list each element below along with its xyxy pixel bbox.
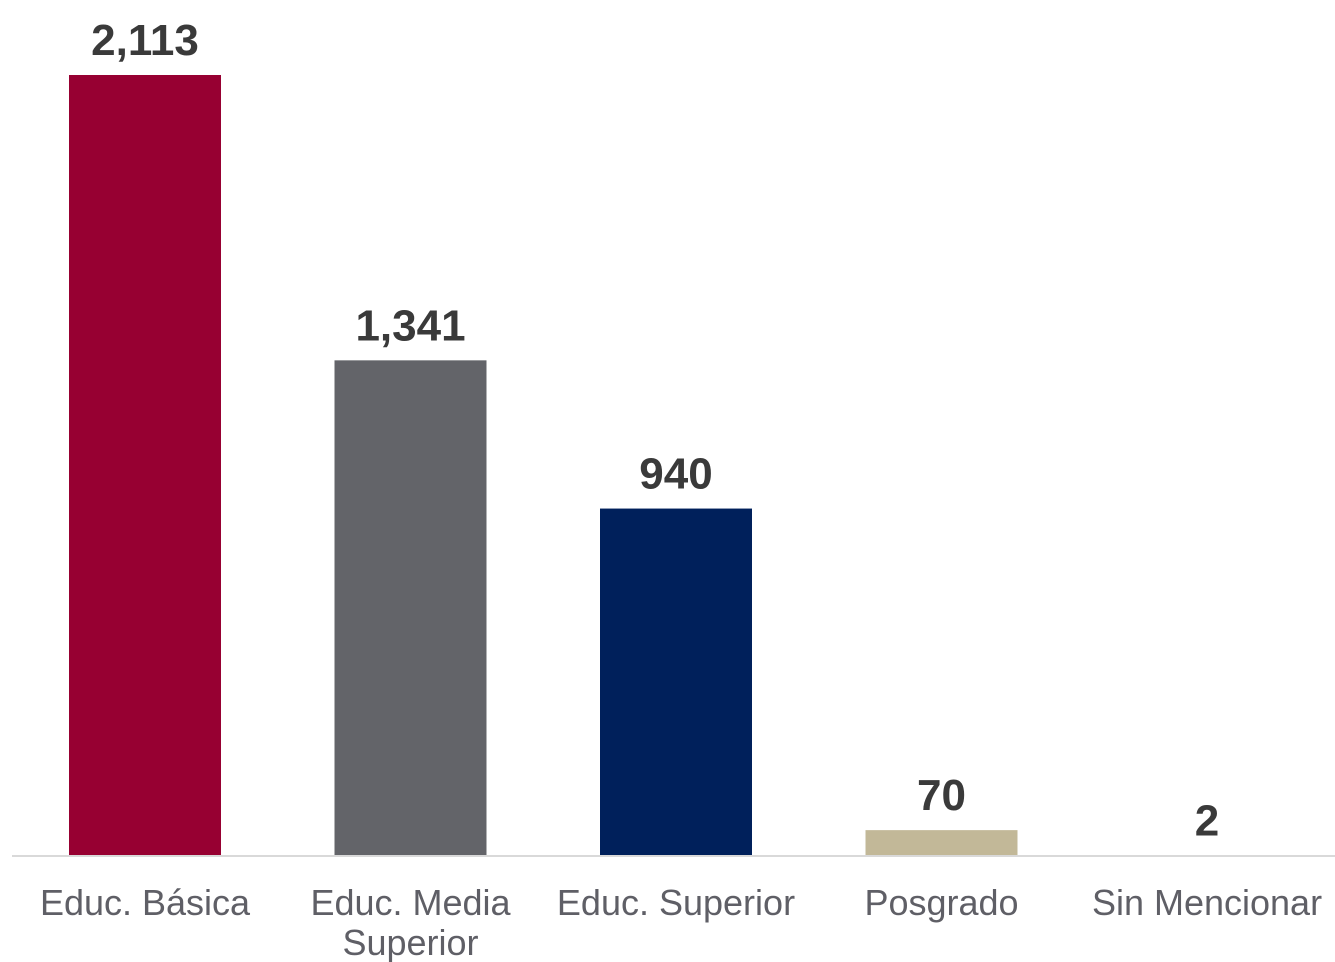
category-label: Educ. Superior	[557, 882, 795, 923]
category-label: Educ. Básica	[40, 882, 251, 923]
bar-value-label: 940	[639, 450, 712, 499]
bar	[69, 75, 221, 856]
category-label: Posgrado	[864, 882, 1018, 923]
bars-group	[69, 75, 1283, 856]
bar-value-label: 2,113	[91, 16, 199, 65]
category-label: Sin Mencionar	[1092, 882, 1322, 923]
bar	[334, 360, 487, 856]
category-label: Superior	[342, 922, 478, 962]
bar-value-label: 70	[917, 771, 966, 820]
value-labels-group: 2,113 1,341 940 70 2	[91, 16, 1219, 845]
bar-value-label: 2	[1195, 796, 1219, 845]
bar	[865, 830, 1018, 856]
bar-value-label: 1,341	[355, 301, 465, 350]
category-label: Educ. Media	[310, 882, 511, 923]
bar	[600, 508, 752, 856]
